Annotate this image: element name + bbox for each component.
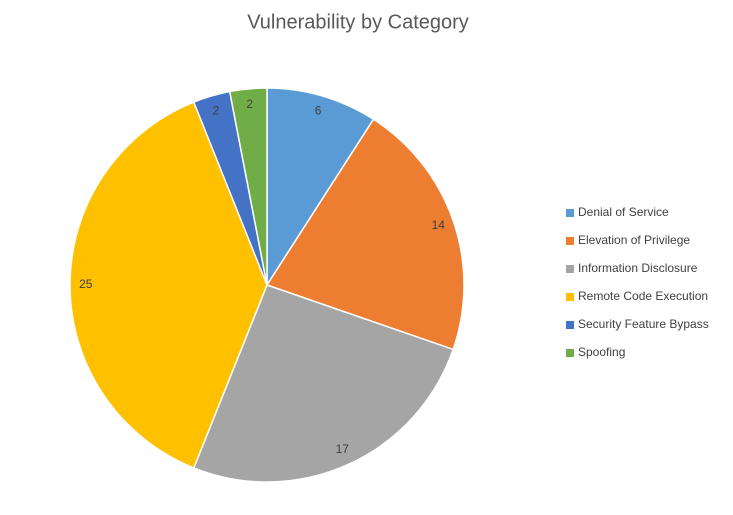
- pie-slice: [228, 87, 268, 286]
- chart-title: Vulnerability by Category: [247, 11, 469, 33]
- legend-label: Denial of Service: [578, 205, 669, 219]
- legend-label: Remote Code Execution: [578, 289, 708, 303]
- data-label: 17: [336, 442, 350, 456]
- pie-slice: [266, 87, 375, 288]
- legend-swatch: [566, 265, 574, 273]
- legend-swatch: [566, 209, 574, 217]
- legend-swatch: [566, 321, 574, 329]
- legend-swatch: [566, 349, 574, 357]
- data-label: 6: [315, 103, 322, 117]
- legend-label: Security Feature Bypass: [578, 317, 709, 331]
- data-label: 25: [79, 277, 93, 291]
- pie-slice: [265, 118, 465, 351]
- legend-label: Spoofing: [578, 345, 625, 359]
- data-label: 14: [432, 218, 446, 232]
- legend-label: Information Disclosure: [578, 261, 698, 275]
- data-label: 2: [213, 103, 220, 117]
- data-label: 2: [246, 97, 253, 111]
- legend-swatch: [566, 237, 574, 245]
- legend-swatch: [566, 293, 574, 301]
- pie-slice: [192, 284, 455, 483]
- pie-slice: [69, 101, 268, 469]
- legend-label: Elevation of Privilege: [578, 233, 690, 247]
